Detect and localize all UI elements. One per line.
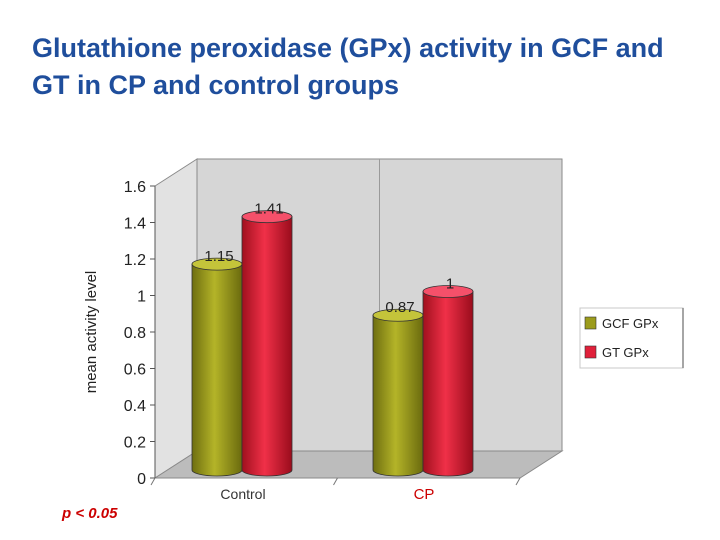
x-category-label: Control <box>220 486 265 502</box>
chart-frame: 0 0.2 0.4 0.6 0.8 1 1.2 1.4 1.6 mean activity lev… <box>83 158 564 488</box>
data-label: 1 <box>446 276 454 293</box>
y-tick-label: 1 <box>137 289 146 306</box>
y-tick-label: 0.8 <box>124 325 146 342</box>
bar-top <box>241 210 293 224</box>
data-label: 1.41 <box>254 201 283 218</box>
y-tick-label: 1.2 <box>124 252 146 269</box>
y-tick-label: 1.4 <box>124 216 146 233</box>
legend-label: GCF GPx <box>602 316 659 331</box>
x-tick-mark <box>150 477 156 486</box>
bar-top <box>422 285 474 298</box>
legend-box <box>579 307 684 369</box>
bar-body <box>241 216 293 477</box>
data-label: 1.15 <box>204 248 233 265</box>
bar-gcf-gpx-control: 1.15 <box>191 248 243 477</box>
bar-gcf-gpx-cp: 0.87 <box>372 299 424 477</box>
bar-body <box>191 263 243 477</box>
bar-body <box>422 291 474 477</box>
slide-title: Glutathione peroxidase (GPx) activity in… <box>32 33 664 100</box>
bar-gt-gpx-control: 1.41 <box>241 201 293 477</box>
y-axis-label: mean activity level <box>83 271 100 394</box>
y-tick-label: 0.6 <box>124 362 146 379</box>
side-wall <box>154 158 198 479</box>
x-tick-mark <box>333 477 338 486</box>
legend-swatch <box>584 345 597 359</box>
chart-legend: GCF GPx GT GPx <box>579 307 684 369</box>
legend-swatch <box>584 316 597 330</box>
x-category-label: CP <box>414 486 435 503</box>
data-label: 0.87 <box>385 299 414 316</box>
bar-gt-gpx-cp: 1 <box>422 276 474 477</box>
y-tick-label: 0.2 <box>124 435 146 452</box>
y-tick-label: 0 <box>137 471 146 488</box>
x-tick-mark <box>515 477 521 486</box>
y-tick-label: 0.4 <box>124 398 146 415</box>
p-value-note: p < 0.05 <box>62 505 118 522</box>
bar-body <box>372 314 424 477</box>
chart-marks: 1.15 1.41 Control 0.87 1 CP <box>191 201 474 503</box>
y-tick-label: 1.6 <box>124 179 146 196</box>
legend-label: GT GPx <box>602 345 649 360</box>
